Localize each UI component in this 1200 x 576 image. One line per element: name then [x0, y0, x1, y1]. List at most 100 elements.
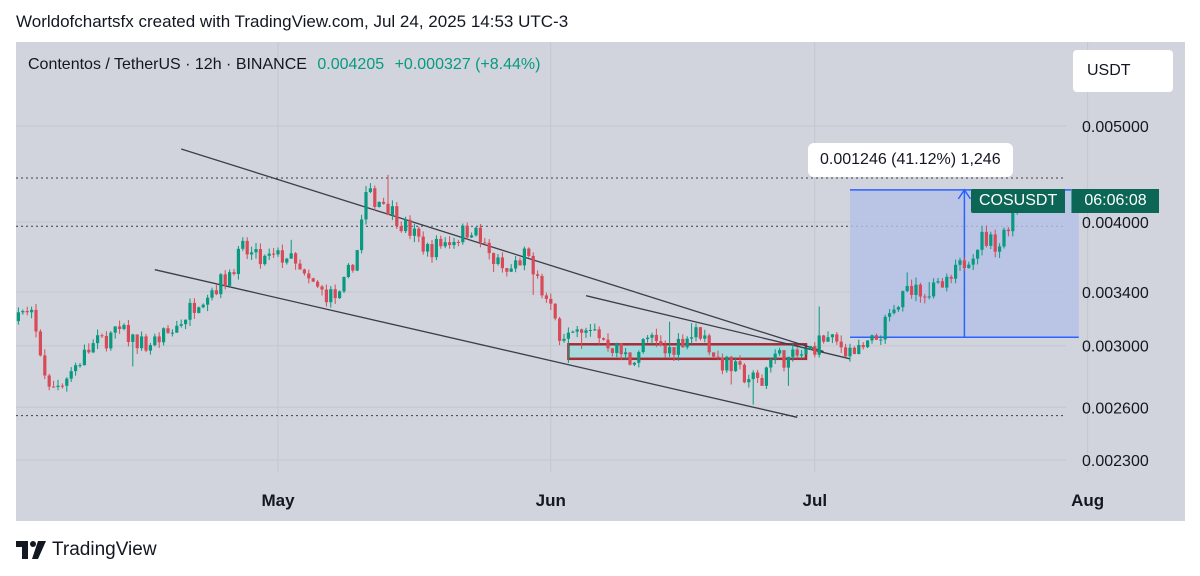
candle-body	[113, 326, 117, 333]
candle-body	[729, 356, 733, 372]
candle-body	[448, 242, 452, 246]
candle-body	[329, 289, 333, 303]
y-tick-label: 0.004000	[1082, 215, 1149, 232]
candle-body	[47, 375, 51, 387]
candle-body	[78, 365, 82, 367]
currency-selector[interactable]: USDT	[1073, 50, 1173, 92]
x-tick-label: May	[261, 491, 295, 510]
chart-panel[interactable]: 0.005000 0.004000 0.003400 0.003000 0.002600…	[16, 42, 1185, 521]
candle-body	[223, 274, 227, 286]
candle-body	[989, 234, 993, 246]
candle-body	[82, 349, 86, 366]
candle-body	[584, 330, 588, 333]
candle-body	[588, 329, 592, 331]
candle-body	[566, 332, 570, 339]
candle-body	[852, 347, 856, 354]
candle-body	[368, 188, 372, 193]
candle-body	[170, 332, 174, 334]
candle-body	[496, 257, 500, 264]
candle-body	[346, 264, 350, 278]
candle-body	[487, 242, 491, 254]
candle-body	[210, 290, 214, 298]
x-tick-label: Jun	[536, 491, 566, 510]
candle-body	[615, 343, 619, 353]
candle-body	[725, 356, 729, 371]
candle-body	[641, 339, 645, 353]
candle-body	[333, 289, 337, 299]
candle-body	[536, 274, 540, 276]
candle-body	[131, 334, 135, 342]
candle-body	[839, 341, 843, 348]
trendline	[585, 295, 851, 360]
candle-body	[492, 253, 496, 264]
candle-body	[738, 361, 742, 365]
candle-body	[874, 335, 878, 340]
candle-body	[628, 352, 632, 365]
candle-body	[192, 302, 196, 313]
candle-body	[800, 354, 804, 356]
candle-body	[778, 350, 782, 354]
candle-body	[280, 250, 284, 263]
y-tick-label: 0.003400	[1082, 285, 1149, 302]
candle-body	[144, 336, 148, 351]
candle-body	[91, 343, 95, 353]
candle-body	[606, 339, 610, 349]
candle-body	[500, 257, 504, 269]
candle-body	[795, 349, 799, 356]
candle-body	[659, 341, 663, 346]
candle-body	[747, 379, 751, 383]
candle-body	[826, 337, 830, 342]
candle-body	[712, 352, 716, 357]
measure-arrow-head	[957, 188, 972, 200]
tradingview-logo[interactable]: TradingView	[16, 538, 157, 562]
candle-body	[632, 362, 636, 365]
candle-body	[681, 338, 685, 348]
candle-body	[320, 286, 324, 290]
candle-body	[562, 338, 566, 341]
candle-body	[888, 313, 892, 317]
candle-body	[690, 337, 694, 339]
candle-body	[140, 336, 144, 349]
candle-body	[311, 278, 315, 282]
candle-body	[188, 302, 192, 320]
candle-body	[342, 277, 346, 292]
candle-body	[302, 269, 306, 274]
candle-body	[474, 227, 478, 236]
candle-body	[896, 307, 900, 310]
candle-body	[914, 284, 918, 295]
candle-body	[624, 352, 628, 355]
candle-body	[43, 355, 47, 376]
candle-body	[228, 272, 232, 286]
y-tick-label: 0.002600	[1082, 400, 1149, 417]
candle-body	[509, 268, 513, 272]
candle-body	[998, 246, 1002, 252]
candle-body	[773, 353, 777, 360]
candle-body	[901, 291, 905, 308]
candle-body	[109, 332, 113, 349]
candle-body	[654, 334, 658, 342]
candle-body	[60, 385, 64, 387]
candlestick-chart[interactable]: 0.005000 0.004000 0.003400 0.003000 0.002600…	[16, 42, 1185, 521]
candle-body	[980, 231, 984, 250]
candle-body	[456, 241, 460, 243]
candle-body	[175, 325, 179, 333]
candle-body	[461, 225, 465, 243]
candle-body	[38, 331, 42, 356]
candle-body	[434, 238, 438, 258]
candle-body	[21, 311, 25, 313]
candle-body	[56, 385, 60, 387]
candle-body	[514, 260, 518, 269]
chart-caption: Worldofchartsfx created with TradingView…	[16, 12, 569, 31]
candle-body	[135, 334, 139, 349]
candle-body	[637, 352, 641, 363]
candle-body	[1006, 229, 1010, 232]
candle-body	[214, 290, 218, 295]
candle-body	[289, 253, 293, 259]
candle-body	[404, 219, 408, 232]
symbol-title: Contentos / TetherUS · 12h · BINANCE	[28, 56, 307, 73]
candle-body	[307, 273, 311, 279]
candle-body	[430, 244, 434, 258]
candle-body	[558, 318, 562, 341]
candle-body	[760, 377, 764, 386]
y-tick-label: 0.003000	[1082, 339, 1149, 356]
